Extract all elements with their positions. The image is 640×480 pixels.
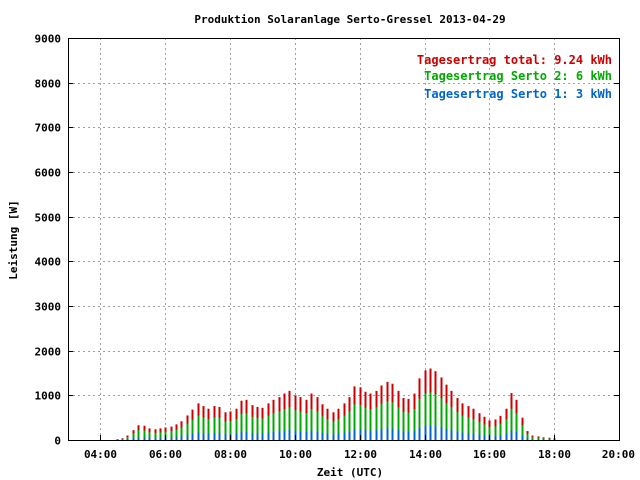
x-tick-label: 04:00	[84, 448, 117, 461]
stacked-bars	[116, 368, 556, 440]
x-tick-label: 10:00	[279, 448, 312, 461]
y-tick-label: 6000	[35, 167, 62, 180]
legend-serto-2: Tagesertrag Serto 2: 6 kWh	[424, 69, 612, 83]
x-tick-label: 14:00	[409, 448, 442, 461]
x-tick-label: 18:00	[538, 448, 571, 461]
legend-total: Tagesertrag total: 9.24 kWh	[417, 53, 612, 67]
y-tick-label: 7000	[35, 122, 62, 135]
x-tick-label: 20:00	[602, 448, 635, 461]
y-axis-ticks: 0 1000 2000 3000 4000 5000 6000 7000 8000 9000	[35, 33, 619, 448]
y-tick-label: 9000	[35, 33, 62, 46]
plot-frame	[68, 38, 620, 441]
y-tick-label: 4000	[35, 256, 62, 269]
x-tick-label: 06:00	[149, 448, 182, 461]
y-tick-label: 0	[54, 435, 61, 448]
y-tick-label: 3000	[35, 301, 62, 314]
grid-lines	[68, 38, 619, 440]
y-tick-label: 2000	[35, 346, 62, 359]
y-tick-label: 8000	[35, 78, 62, 91]
x-axis-ticks: 04:00 06:00 08:00 10:00 12:00 14:00 16:00 18:00…	[84, 435, 635, 461]
y-tick-label: 1000	[35, 390, 62, 403]
chart-title: Produktion Solaranlage Serto-Gressel 201…	[194, 13, 505, 26]
x-tick-label: 16:00	[473, 448, 506, 461]
y-tick-label: 5000	[35, 212, 62, 225]
y-axis-label: Leistung [W]	[7, 200, 20, 279]
x-axis-label: Zeit (UTC)	[317, 466, 383, 479]
legend-serto-1: Tagesertrag Serto 1: 3 kWh	[424, 87, 612, 101]
x-tick-label: 12:00	[344, 448, 377, 461]
x-tick-label: 08:00	[214, 448, 247, 461]
